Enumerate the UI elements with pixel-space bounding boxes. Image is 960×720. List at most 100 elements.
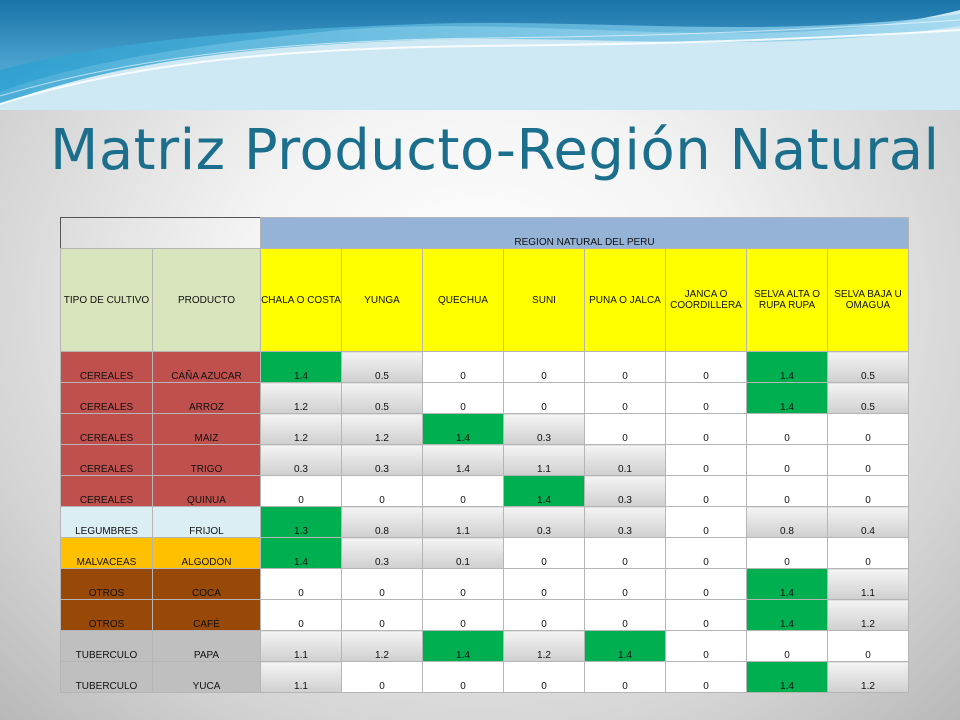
cell-value: 0	[584, 351, 666, 383]
cell-value: 0	[503, 537, 585, 569]
cell-value: 0	[503, 661, 585, 693]
table-row: TUBERCULO YUCA 1.1 0 0 0 0 0 1.4 1.2	[60, 661, 909, 693]
cell-tipo-cultivo: MALVACEAS	[60, 537, 153, 569]
table-row: CEREALES MAIZ 1.2 1.2 1.4 0.3 0 0 0 0	[60, 413, 909, 445]
slide-title: Matriz Producto-Región Natural	[50, 118, 940, 183]
cell-value: 1.4	[260, 351, 342, 383]
cell-tipo-cultivo: OTROS	[60, 568, 153, 600]
table-row: OTROS COCA 0 0 0 0 0 0 1.4 1.1	[60, 568, 909, 600]
cell-value: 0	[746, 475, 828, 507]
cell-value: 1.2	[341, 630, 423, 662]
cell-value: 0	[827, 630, 909, 662]
cell-value: 0	[827, 537, 909, 569]
cell-value: 0.5	[827, 382, 909, 414]
cell-value: 1.4	[746, 599, 828, 631]
cell-value: 0	[746, 630, 828, 662]
cell-value: 0	[827, 444, 909, 476]
header-region-selva-baja: SELVA BAJA U OMAGUA	[827, 248, 909, 352]
cell-value: 0	[503, 599, 585, 631]
table-row: CEREALES QUINUA 0 0 0 1.4 0.3 0 0 0	[60, 475, 909, 507]
cell-value: 1.4	[746, 382, 828, 414]
cell-value: 0	[584, 382, 666, 414]
cell-value: 0	[260, 475, 342, 507]
header-region-quechua: QUECHUA	[422, 248, 504, 352]
cell-value: 0	[584, 661, 666, 693]
cell-value: 0	[341, 475, 423, 507]
cell-value: 1.4	[260, 537, 342, 569]
cell-producto: QUINUA	[152, 475, 261, 507]
cell-value: 1.4	[746, 661, 828, 693]
cell-value: 0.1	[584, 444, 666, 476]
cell-tipo-cultivo: CEREALES	[60, 351, 153, 383]
cell-value: 1.3	[260, 506, 342, 538]
cell-value: 0.3	[341, 537, 423, 569]
cell-value: 0	[584, 537, 666, 569]
cell-value: 0	[584, 413, 666, 445]
header-region-selva-alta: SELVA ALTA O RUPA RUPA	[746, 248, 828, 352]
cell-value: 1.2	[827, 599, 909, 631]
cell-value: 0	[665, 568, 747, 600]
cell-value: 0.1	[422, 537, 504, 569]
cell-value: 1.1	[503, 444, 585, 476]
cell-value: 0.3	[584, 506, 666, 538]
cell-value: 0	[260, 568, 342, 600]
cell-value: 1.2	[827, 661, 909, 693]
cell-value: 0	[665, 475, 747, 507]
cell-value: 1.2	[260, 382, 342, 414]
cell-value: 0.5	[341, 351, 423, 383]
cell-value: 0	[665, 661, 747, 693]
header-tipo-cultivo: TIPO DE CULTIVO	[60, 248, 153, 352]
cell-producto: MAIZ	[152, 413, 261, 445]
table-row: OTROS CAFÉ 0 0 0 0 0 0 1.4 1.2	[60, 599, 909, 631]
cell-producto: CAÑA AZUCAR	[152, 351, 261, 383]
cell-value: 0.3	[584, 475, 666, 507]
cell-value: 1.1	[260, 661, 342, 693]
cell-value: 0	[422, 599, 504, 631]
cell-tipo-cultivo: LEGUMBRES	[60, 506, 153, 538]
cell-tipo-cultivo: TUBERCULO	[60, 661, 153, 693]
cell-value: 0	[341, 599, 423, 631]
cell-value: 0	[422, 661, 504, 693]
cell-tipo-cultivo: CEREALES	[60, 444, 153, 476]
cell-value: 0.3	[260, 444, 342, 476]
cell-value: 0	[422, 351, 504, 383]
cell-value: 0	[665, 630, 747, 662]
cell-value: 1.2	[260, 413, 342, 445]
cell-producto: CAFÉ	[152, 599, 261, 631]
cell-value: 0	[665, 537, 747, 569]
cell-value: 0	[746, 413, 828, 445]
cell-value: 0	[665, 382, 747, 414]
cell-value: 0	[422, 475, 504, 507]
column-header-row: TIPO DE CULTIVO PRODUCTO CHALA O COSTA Y…	[60, 248, 909, 352]
corner-cell	[60, 217, 261, 249]
cell-value: 0.8	[341, 506, 423, 538]
cell-value: 0	[584, 568, 666, 600]
cell-value: 1.4	[746, 351, 828, 383]
cell-value: 0	[665, 351, 747, 383]
header-producto: PRODUCTO	[152, 248, 261, 352]
cell-value: 0	[422, 568, 504, 600]
product-region-matrix: REGION NATURAL DEL PERU TIPO DE CULTIVO …	[60, 217, 909, 693]
table-row: CEREALES ARROZ 1.2 0.5 0 0 0 0 1.4 0.5	[60, 382, 909, 414]
cell-producto: COCA	[152, 568, 261, 600]
table-row: CEREALES TRIGO 0.3 0.3 1.4 1.1 0.1 0 0 0	[60, 444, 909, 476]
cell-tipo-cultivo: CEREALES	[60, 413, 153, 445]
cell-value: 0	[584, 599, 666, 631]
table-row: TUBERCULO PAPA 1.1 1.2 1.4 1.2 1.4 0 0 0	[60, 630, 909, 662]
cell-value: 0	[503, 568, 585, 600]
cell-value: 0	[665, 444, 747, 476]
cell-value: 1.4	[746, 568, 828, 600]
cell-value: 1.1	[422, 506, 504, 538]
cell-producto: ALGODON	[152, 537, 261, 569]
header-region-chala: CHALA O COSTA	[260, 248, 342, 352]
cell-value: 0	[665, 413, 747, 445]
cell-value: 1.4	[422, 630, 504, 662]
cell-value: 0	[503, 382, 585, 414]
cell-tipo-cultivo: CEREALES	[60, 382, 153, 414]
cell-value: 0	[503, 351, 585, 383]
cell-value: 0	[746, 444, 828, 476]
cell-tipo-cultivo: OTROS	[60, 599, 153, 631]
cell-value: 0.3	[503, 506, 585, 538]
cell-producto: PAPA	[152, 630, 261, 662]
cell-value: 0.3	[503, 413, 585, 445]
